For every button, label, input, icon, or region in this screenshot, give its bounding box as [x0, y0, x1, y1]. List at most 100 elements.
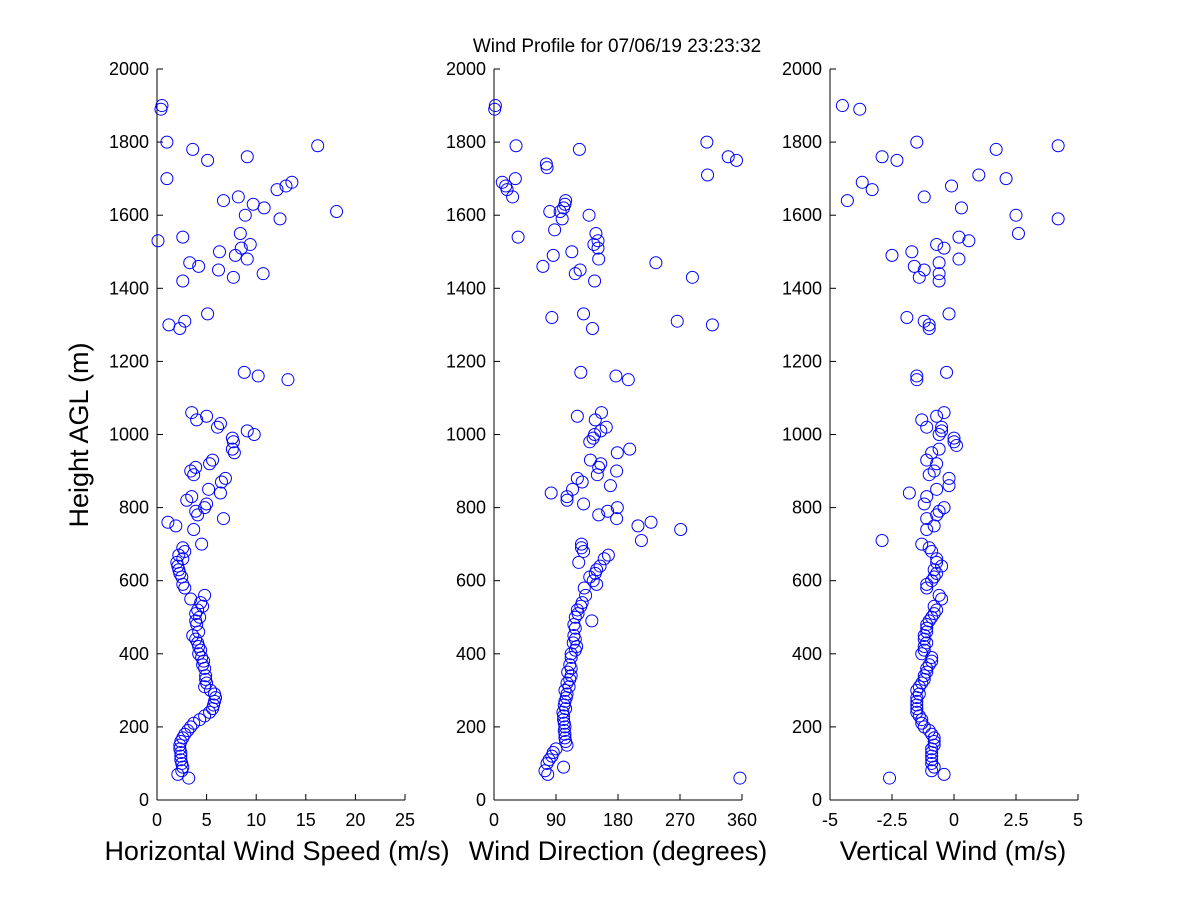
data-point — [565, 245, 579, 259]
y-tick-label: 1200 — [446, 351, 486, 371]
data-point — [915, 537, 929, 551]
data-point — [285, 175, 299, 189]
data-point — [922, 468, 936, 482]
data-point — [582, 208, 596, 222]
data-point — [917, 629, 931, 643]
data-point — [238, 208, 252, 222]
data-point — [932, 428, 946, 441]
data-point — [930, 555, 944, 569]
data-point — [579, 588, 593, 602]
data-point — [198, 709, 212, 723]
y-tick-label: 1400 — [446, 278, 486, 298]
data-point — [610, 464, 624, 478]
data-point — [930, 457, 944, 471]
data-point — [202, 482, 216, 496]
data-point — [173, 738, 187, 752]
data-point — [952, 230, 966, 244]
data-point — [191, 508, 205, 522]
data-point — [591, 234, 605, 248]
data-point — [568, 643, 582, 657]
data-point — [610, 501, 624, 515]
data-point — [915, 413, 929, 427]
data-point — [910, 373, 924, 387]
data-point — [213, 417, 227, 431]
x-tick-label: 20 — [345, 810, 365, 830]
data-point — [227, 446, 241, 460]
data-point — [201, 153, 215, 167]
data-point — [922, 318, 936, 332]
data-point — [545, 749, 559, 763]
data-point — [937, 241, 951, 255]
data-point — [180, 493, 194, 507]
data-point — [189, 460, 203, 474]
data-point — [701, 168, 715, 182]
data-point — [912, 270, 926, 284]
data-point — [192, 259, 206, 273]
data-point — [935, 592, 949, 606]
data-point — [189, 607, 203, 621]
data-point — [942, 307, 956, 321]
data-point — [592, 460, 606, 474]
y-tick-label: 800 — [456, 498, 486, 518]
x-tick-label: 5 — [202, 810, 212, 830]
data-point — [577, 307, 591, 321]
y-tick-label: 1800 — [446, 132, 486, 152]
data-point — [932, 504, 946, 518]
data-point — [930, 603, 944, 617]
y-tick-label: 1600 — [446, 205, 486, 225]
data-point — [560, 738, 574, 752]
data-point — [583, 570, 597, 584]
y-tick-label: 1800 — [109, 132, 149, 152]
data-point — [927, 607, 941, 621]
data-point — [572, 555, 586, 569]
data-point — [203, 457, 217, 471]
data-point — [566, 636, 580, 650]
data-point — [560, 676, 574, 690]
data-point — [917, 314, 931, 328]
data-point — [932, 588, 946, 602]
data-point — [509, 139, 523, 153]
data-point — [187, 523, 201, 537]
data-point — [912, 709, 926, 723]
data-point — [237, 365, 251, 379]
data-point — [925, 610, 939, 624]
data-point — [610, 512, 624, 526]
data-point — [211, 420, 225, 434]
data-point — [587, 237, 601, 251]
data-point — [920, 581, 934, 595]
data-point — [922, 322, 936, 336]
data-point — [555, 212, 569, 226]
data-point — [937, 501, 951, 515]
data-point — [185, 406, 199, 420]
data-point — [910, 705, 924, 719]
data-point — [590, 468, 604, 482]
data-point — [586, 574, 600, 588]
data-point — [925, 745, 939, 759]
y-tick-label: 200 — [456, 717, 486, 737]
x-tick-label: 90 — [546, 810, 566, 830]
figure-title: Wind Profile for 07/06/19 23:23:32 — [473, 36, 761, 57]
data-point — [917, 672, 931, 686]
data-point — [172, 548, 186, 562]
data-point — [231, 190, 245, 204]
data-point — [160, 172, 174, 186]
data-point — [243, 237, 257, 251]
y-tick-label: 400 — [792, 644, 822, 664]
data-point — [700, 135, 714, 149]
data-point — [193, 610, 207, 624]
data-point — [247, 428, 261, 441]
data-point — [574, 541, 588, 555]
y-tick-label: 800 — [119, 498, 149, 518]
data-point — [558, 727, 572, 741]
data-point — [540, 756, 554, 770]
data-points — [488, 99, 747, 785]
data-point — [835, 99, 849, 113]
data-point — [559, 702, 573, 716]
data-point — [840, 194, 854, 208]
data-point — [226, 270, 240, 284]
data-point — [920, 453, 934, 467]
data-point — [925, 574, 939, 588]
data-point — [573, 263, 587, 277]
data-point — [900, 311, 914, 325]
data-point — [549, 742, 563, 756]
